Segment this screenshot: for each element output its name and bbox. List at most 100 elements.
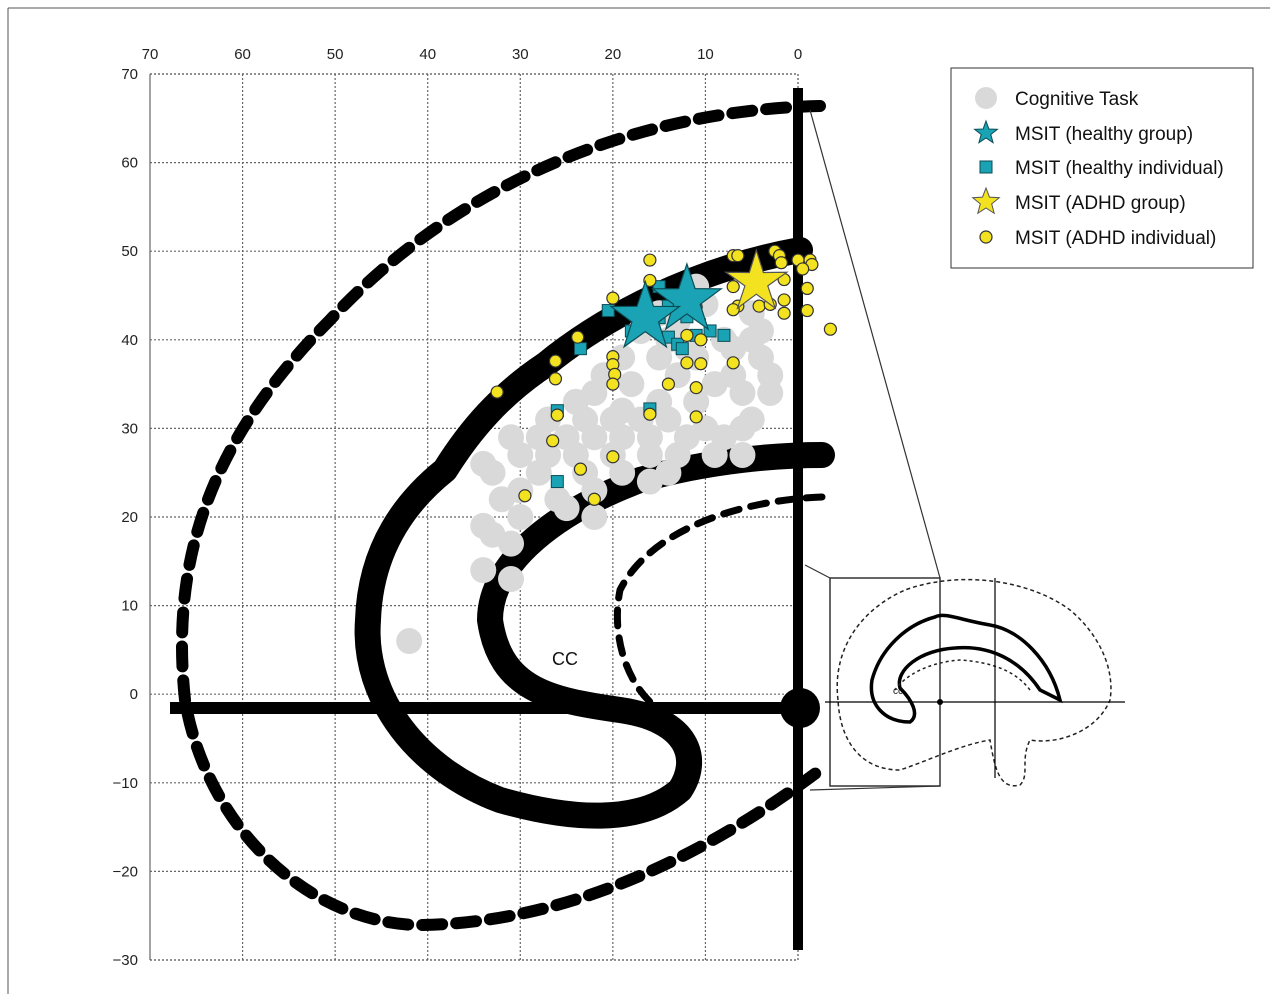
msit-adhd-individual-point [800,281,814,296]
inset-origin-dot [937,699,943,705]
legend-healthy-individual-label: MSIT (healthy individual) [1015,158,1224,179]
msit-adhd-individual-point [571,330,585,344]
x-tick-label: 10 [697,46,714,63]
y-tick-label: −20 [113,863,138,880]
msit-adhd-individual-point [726,280,740,294]
msit-healthy-individual-point [601,304,615,318]
msit-adhd-individual-point [606,377,620,391]
legend-healthy-group-label: MSIT (healthy group) [1015,124,1193,145]
legend-box [950,67,1254,269]
msit-adhd-individual-point [546,434,560,448]
x-tick-label: 40 [419,46,436,63]
msit-adhd-individual-point [689,381,703,395]
cognitive-task-point [757,379,784,406]
msit-adhd-individual-point [689,410,703,424]
cognitive-task-point [701,371,728,398]
cognitive-task-point [636,468,663,495]
msit-healthy-individual-point [573,342,587,356]
legend-adhd-group-marker [971,186,1001,215]
msit-adhd-individual-point [823,322,838,336]
msit-adhd-individual-point [606,291,620,305]
y-tick-labels: 70 60 50 40 30 20 10 0 −10 −20 −30 [113,66,138,969]
msit-adhd-individual-point [548,372,563,386]
y-tick-label: 30 [121,420,138,437]
cognitive-task-point [655,406,682,433]
msit-adhd-individual-point [661,377,676,391]
legend: Cognitive Task MSIT (healthy group) MSIT… [950,67,1254,269]
legend-adhd-group-star [971,186,1001,215]
msit-adhd-individual-point [490,385,504,399]
cognitive-task-point [581,477,608,504]
msit-adhd-individual-point [680,328,694,342]
inset-callosum [894,659,1031,691]
zoom-box [829,577,941,787]
cognitive-task-point [729,441,756,468]
y-tick-label: 40 [121,332,138,349]
msit-adhd-individual-point [643,273,657,288]
inset-diagram: cc [804,109,1125,791]
msit-adhd-individual-point [796,262,810,276]
grid [149,73,799,961]
x-tick-labels: 70 60 50 40 30 20 10 0 [142,46,803,63]
y-tick-label: 70 [121,66,138,83]
msit-adhd-individual-point [774,256,788,270]
legend-cognitive-marker [975,87,997,109]
x-tick-label: 60 [234,46,251,63]
y-tick-label: 10 [121,598,138,615]
msit-healthy-individual-point [717,328,731,342]
inset-cingulate [869,613,1063,724]
msit-adhd-individual-point [643,253,657,267]
cognitive-task-point [646,344,673,371]
msit-adhd-individual-point [587,492,601,506]
plot-border [149,73,799,961]
msit-healthy-group-star [650,261,724,331]
x-tick-label: 20 [605,46,622,63]
legend-cognitive-label: Cognitive Task [1015,89,1139,110]
cognitive-task-point [729,379,756,406]
x-tick-label: 70 [142,46,159,63]
cognitive-task-point [396,628,423,655]
cognitive-task-point [581,424,608,451]
msit-adhd-individual-point [573,462,588,476]
msit-adhd-individual-point [680,356,694,370]
msit-adhd-group-star [724,248,789,310]
msit-adhd-individual-point [550,408,564,422]
msit-adhd-individual-point [643,407,657,421]
cognitive-task-point [470,557,497,584]
legend-healthy-group-star [973,119,999,144]
cognitive-task-point [701,441,728,468]
msit-adhd-individual-point [518,489,532,503]
x-tick-label: 30 [512,46,529,63]
cc-label: CC [552,649,578,669]
cognitive-task-point [581,504,608,530]
y-tick-label: 0 [130,686,138,703]
cognitive-task-point [507,504,534,530]
legend-healthy-group-marker [973,119,999,144]
cognitive-task-point [507,441,534,468]
msit-adhd-individual-point [548,354,563,368]
inset-cc-label: cc [893,686,903,697]
y-tick-label: 60 [121,155,138,172]
y-tick-label: −30 [113,952,138,969]
cognitive-task-point [636,441,663,468]
brain-outline: CC [170,88,835,950]
cingulate-sulcus [354,237,835,829]
y-tick-label: 20 [121,509,138,526]
x-tick-label: 0 [794,46,802,63]
legend-adhd-individual-label: MSIT (ADHD individual) [1015,228,1216,249]
cognitive-task-point [553,495,580,522]
legend-adhd-group-label: MSIT (ADHD group) [1015,193,1186,214]
cognitive-task-point [498,566,525,593]
zoom-line-mid [804,564,831,579]
cognitive-task-point [498,530,525,557]
cognitive-task-point [470,450,497,477]
x-tick-label: 50 [327,46,344,63]
cognitive-task-point [683,388,710,415]
inset-brain-outline [836,578,1112,787]
cognitive-task-point [488,486,515,513]
msit-healthy-group-stars [609,261,724,349]
msit-adhd-individual-point [777,293,791,307]
cognitive-task-point [609,459,636,486]
msit-adhd-individual-point [606,450,620,464]
